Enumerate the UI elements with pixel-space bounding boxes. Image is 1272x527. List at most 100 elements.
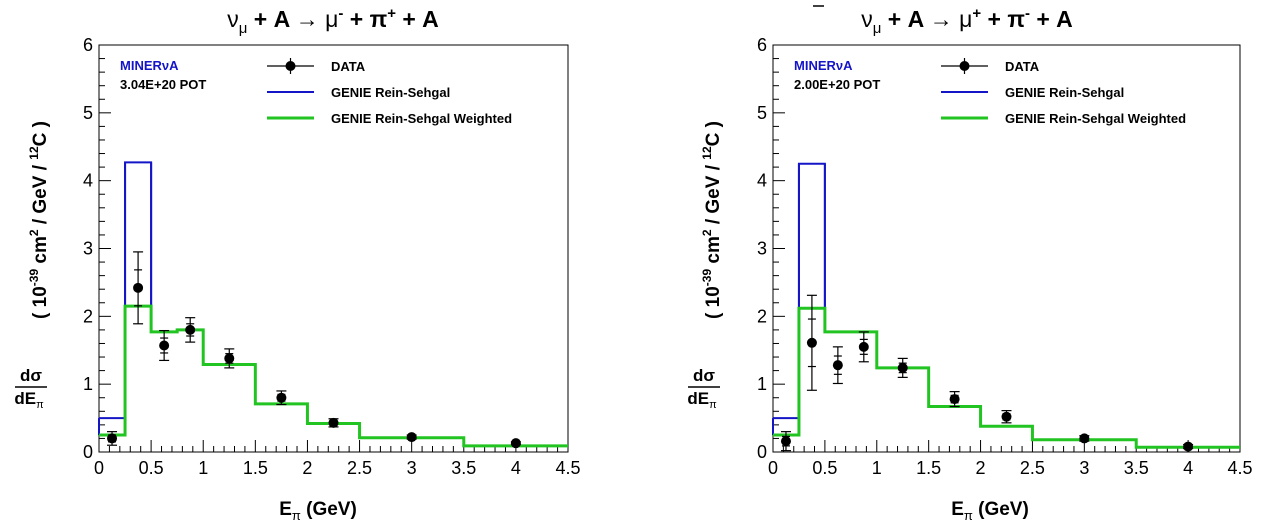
title-nu-subscript: μ xyxy=(873,20,882,37)
histogram-genie-rein-sehgal xyxy=(99,161,568,447)
data-point xyxy=(133,282,144,293)
experiment-label: MINERνA xyxy=(120,58,179,73)
y-label-cm: cm xyxy=(30,236,51,269)
x-tick-label: 0.5 xyxy=(139,458,164,478)
x-tick-label: 1 xyxy=(872,458,882,478)
y-label-c: C ) xyxy=(30,121,51,146)
data-point xyxy=(1001,411,1012,422)
x-axis-label-subscript: π xyxy=(292,508,301,522)
chart-panel-1: 0 0.5 1 1.5 2 2.5 3 3.5 4 4.50123456MINERνA3.04E+… xyxy=(14,5,580,523)
series-data xyxy=(107,251,521,449)
title-text: + A xyxy=(396,6,439,32)
y-tick-label: 6 xyxy=(757,35,767,55)
data-point xyxy=(107,433,118,444)
legend-marker-point xyxy=(959,61,970,71)
legend-label-genie-weighted: GENIE Rein-Sehgal Weighted xyxy=(1005,111,1186,126)
series-data xyxy=(780,294,1194,452)
x-axis-label: Eπ (GeV) xyxy=(951,499,1029,522)
x-tick-label: 0 xyxy=(768,458,778,478)
y-label-denominator: dEπ xyxy=(14,389,44,411)
legend-label-genie-weighted: GENIE Rein-Sehgal Weighted xyxy=(331,111,512,126)
x-tick-label: 4.5 xyxy=(555,458,580,478)
y-tick-label: 5 xyxy=(83,103,93,123)
pot-label: 2.00E+20 POT xyxy=(794,77,880,92)
title-mu: μ xyxy=(953,6,973,32)
x-tick-label: 4.5 xyxy=(1227,458,1252,478)
data-point xyxy=(185,324,196,335)
y-tick-label: 4 xyxy=(757,171,767,191)
histogram-genie-rein-sehgal xyxy=(773,162,1240,449)
x-axis-label: Eπ (GeV) xyxy=(279,499,357,522)
y-label-open: ( 10 xyxy=(30,286,51,319)
title-nu: ν xyxy=(861,6,873,32)
data-point xyxy=(832,360,843,371)
series-genie-rein-sehgal xyxy=(98,161,568,447)
data-point xyxy=(806,337,817,348)
title-text: + A xyxy=(881,6,929,32)
y-label-exponent: -39 xyxy=(27,269,41,287)
title-arrow: → xyxy=(296,6,319,32)
y-label-gev: / GeV / xyxy=(30,160,51,230)
y-label-exponent: -39 xyxy=(700,269,714,287)
x-tick-label: 2 xyxy=(302,458,312,478)
data-point xyxy=(1183,441,1194,452)
data-point xyxy=(897,362,908,373)
y-label-c: C ) xyxy=(703,121,724,146)
title-mu-superscript: + xyxy=(972,5,981,22)
title-pi: + π xyxy=(343,6,387,32)
y-label-denominator: dEπ xyxy=(687,389,717,411)
y-label-gev: / GeV / xyxy=(703,160,724,230)
y-tick-label: 1 xyxy=(83,374,93,394)
data-point xyxy=(858,341,869,352)
title-arrow: → xyxy=(930,6,953,32)
x-tick-label: 2.5 xyxy=(347,458,372,478)
title-mu: μ xyxy=(319,6,339,32)
histogram-genie-rein-sehgal-weighted xyxy=(773,306,1240,449)
data-point xyxy=(949,394,960,405)
x-tick-label: 3.5 xyxy=(451,458,476,478)
title-nu-subscript: μ xyxy=(239,20,248,37)
plot-frame xyxy=(772,44,1241,453)
legend-label-genie: GENIE Rein-Sehgal xyxy=(1005,85,1124,100)
title-pi-superscript: + xyxy=(387,5,396,22)
chart-panel-2: 0 0.5 1 1.5 2 2.5 3 3.5 4 4.50123456MINERνA2.00E+… xyxy=(687,5,1252,523)
y-label-c-superscript: 12 xyxy=(27,146,41,160)
y-tick-label: 5 xyxy=(757,103,767,123)
y-label-denominator-text: dE xyxy=(14,389,36,408)
y-tick-label: 0 xyxy=(757,442,767,462)
series-genie-rein-sehgal xyxy=(772,162,1240,449)
x-axis-label-subscript: π xyxy=(964,508,973,522)
chart-title: νμ + A → μ+ + π- + A xyxy=(861,5,1073,37)
x-tick-label: 2 xyxy=(976,458,986,478)
x-tick-label: 1 xyxy=(198,458,208,478)
x-axis-label-main: E xyxy=(279,499,292,520)
x-tick-label: 1.5 xyxy=(243,458,268,478)
title-nu: ν xyxy=(227,6,239,32)
legend: DATA GENIE Rein-Sehgal GENIE Rein-Sehgal W… xyxy=(941,58,1186,126)
y-label-cm: cm xyxy=(703,236,724,269)
x-tick-label: 2.5 xyxy=(1020,458,1045,478)
data-point xyxy=(1079,433,1090,444)
x-axis-label-main: E xyxy=(951,499,964,520)
series-genie-rein-sehgal-weighted xyxy=(773,306,1240,449)
y-axis-label: ( 10-39 cm2 / GeV / 12C ) xyxy=(700,121,724,319)
data-point xyxy=(780,436,791,447)
y-tick-label: 2 xyxy=(83,306,93,326)
x-tick-label: 4 xyxy=(1183,458,1193,478)
legend: DATA GENIE Rein-Sehgal GENIE Rein-Sehgal W… xyxy=(267,58,512,126)
x-tick-label: 0 xyxy=(94,458,104,478)
title-mu-superscript: - xyxy=(338,5,343,22)
experiment-label: MINERνA xyxy=(794,58,853,73)
data-point xyxy=(406,432,417,443)
pot-label: 3.04E+20 POT xyxy=(120,77,206,92)
plot-frame xyxy=(98,44,569,453)
x-tick-label: 4 xyxy=(511,458,521,478)
y-label-numerator: dσ xyxy=(20,366,42,385)
title-text: + A xyxy=(247,6,295,32)
y-label-c-superscript: 12 xyxy=(700,146,714,160)
y-tick-label: 1 xyxy=(757,374,767,394)
legend-label-genie: GENIE Rein-Sehgal xyxy=(331,85,450,100)
title-pi-superscript: - xyxy=(1025,5,1030,22)
y-tick-label: 4 xyxy=(83,171,93,191)
x-tick-label: 3.5 xyxy=(1124,458,1149,478)
